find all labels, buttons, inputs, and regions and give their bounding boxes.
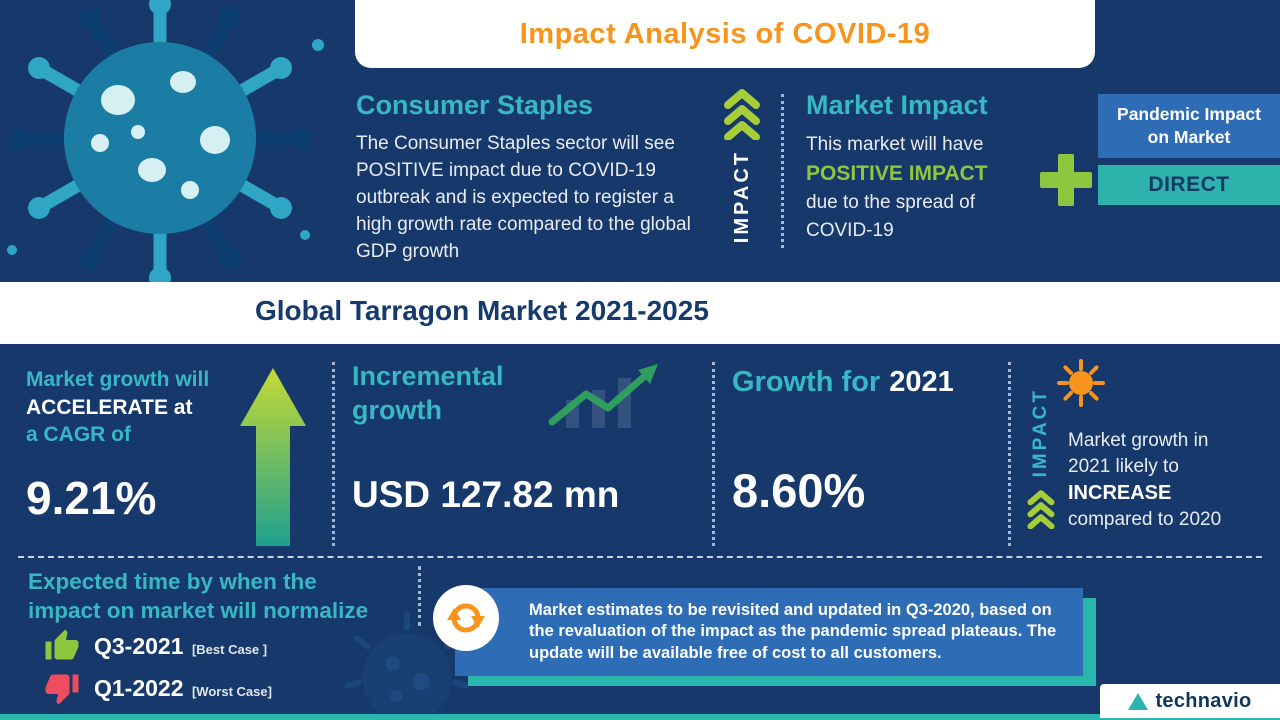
brand-box: technavio [1100,684,1280,718]
incremental-growth-value: USD 127.82 mn [352,473,620,515]
coronavirus-illustration-icon [7,0,324,289]
market-impact-highlight: POSITIVE IMPACT [806,161,988,185]
top-banner: Impact Analysis of COVID-19 [355,0,1095,68]
impact-2021-line2: 2021 likely to [1068,455,1179,477]
cagr-label-line2: ACCELERATE at [26,395,193,419]
growth-2021-label-year: 2021 [889,366,954,398]
incremental-growth-stat: Incremental growth USD 127.82 mn [352,360,682,516]
impact-indicator-2021: IMPACT [1024,388,1058,530]
dotted-divider-bottom [418,566,421,626]
worst-case-label: [Worst Case] [191,683,272,699]
worst-case-value: Q1-2022 [94,674,184,701]
trend-line-up-icon [548,364,658,428]
impact-2021-highlight: INCREASE [1068,481,1172,504]
update-note-text: Market estimates to be revisited and upd… [529,601,1057,662]
thumbs-up-icon [45,629,79,660]
impact-2021-text: Market growth in 2021 likely to INCREASE… [1068,428,1276,533]
dotted-divider-stats-1 [332,362,335,546]
market-impact-line3: COVID-19 [806,219,894,241]
best-case-row: Q3-2021 [Best Case ] [44,628,267,664]
market-impact-line2: due to the spread of [806,191,976,213]
impact-indicator-top: IMPACT [718,88,766,243]
plus-icon [1040,154,1092,206]
dotted-divider-top [781,94,784,248]
growth-arrow-up-icon [240,368,306,546]
pandemic-impact-value: DIRECT [1098,164,1280,205]
title-band: Global Tarragon Market 2021-2025 [0,282,1280,344]
dashed-divider-horizontal [18,556,1262,558]
consumer-staples-heading: Consumer Staples [356,90,594,120]
refresh-arrows-icon [433,585,499,651]
faint-virus-icon [344,612,470,720]
normalize-heading: Expected time by when the impact on mark… [28,568,368,626]
market-impact-heading: Market Impact [806,90,988,120]
dotted-divider-stats-2 [712,362,715,546]
bottom-accent-strip [0,714,1280,720]
cagr-label-line1: Market growth will [26,368,210,391]
growth-2021-value: 8.60% [732,464,866,517]
cagr-stat: Market growth will ACCELERATE at a CAGR … [26,366,256,525]
growth-2021-label-prefix: Growth for [732,366,881,398]
impact-2021-line3: compared to 2020 [1068,508,1222,530]
cagr-label-line3: a CAGR of [26,423,131,447]
dotted-divider-stats-3 [1008,362,1011,546]
incremental-growth-label: Incremental growth [352,360,682,428]
banner-title: Impact Analysis of COVID-19 [519,17,931,50]
normalize-heading-line1: Expected time by when the [28,569,317,594]
technavio-triangle-icon [1128,692,1149,710]
best-case-label: [Best Case ] [191,641,268,657]
triple-chevron-up-icon [724,89,760,140]
triple-chevron-up-icon [1027,490,1055,530]
pandemic-impact-title: Pandemic Impact on Market [1098,94,1280,158]
impact-label-2021: IMPACT [1030,388,1051,478]
market-impact-body: This market will have POSITIVE IMPACT du… [806,131,1048,244]
incremental-label-line1: Incremental [352,361,504,391]
market-impact-section: Market Impact This market will have POSI… [806,90,1048,244]
market-impact-line1: This market will have [806,134,984,155]
market-title: Global Tarragon Market 2021-2025 [255,295,709,326]
impact-2021-line1: Market growth in [1068,430,1209,451]
impact-label-top: IMPACT [730,150,753,244]
consumer-staples-body: The Consumer Staples sector will see POS… [356,133,691,262]
virus-sun-icon [1057,359,1105,407]
incremental-label-line2: growth [352,394,442,425]
refresh-badge [432,584,500,657]
brand-name: technavio [1155,689,1252,712]
best-case-value: Q3-2021 [94,632,184,659]
thumbs-down-icon [45,674,79,705]
growth-2021-stat: Growth for 2021 8.60% [732,366,1002,518]
growth-2021-label: Growth for 2021 [732,366,1002,399]
pandemic-impact-box: Pandemic Impact on Market DIRECT [1098,94,1280,205]
worst-case-row: Q1-2022 [Worst Case] [44,670,272,706]
normalize-heading-line2: impact on market will normalize [28,597,369,623]
update-note-box: Market estimates to be revisited and upd… [455,588,1083,677]
cagr-label: Market growth will ACCELERATE at a CAGR … [26,366,256,449]
consumer-staples-section: Consumer Staples The Consumer Staples se… [356,90,712,266]
cagr-value: 9.21% [26,472,157,525]
